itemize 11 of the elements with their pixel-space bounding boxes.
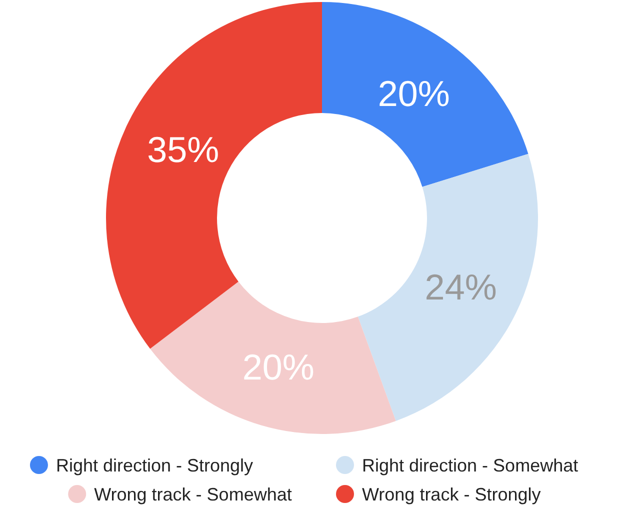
- legend-label: Wrong track - Strongly: [362, 484, 541, 504]
- data-label: 24%: [424, 266, 497, 308]
- donut-slice: [150, 282, 396, 434]
- donut-slice: [358, 154, 538, 421]
- data-label: 20%: [378, 72, 450, 114]
- donut-slice: [322, 2, 528, 187]
- legend-label: Right direction - Strongly: [56, 455, 254, 476]
- donut-slice: [106, 2, 322, 349]
- legend-label: Right direction - Somewhat: [362, 455, 578, 476]
- legend-label: Wrong track - Somewhat: [94, 484, 292, 504]
- data-label: 35%: [147, 128, 220, 170]
